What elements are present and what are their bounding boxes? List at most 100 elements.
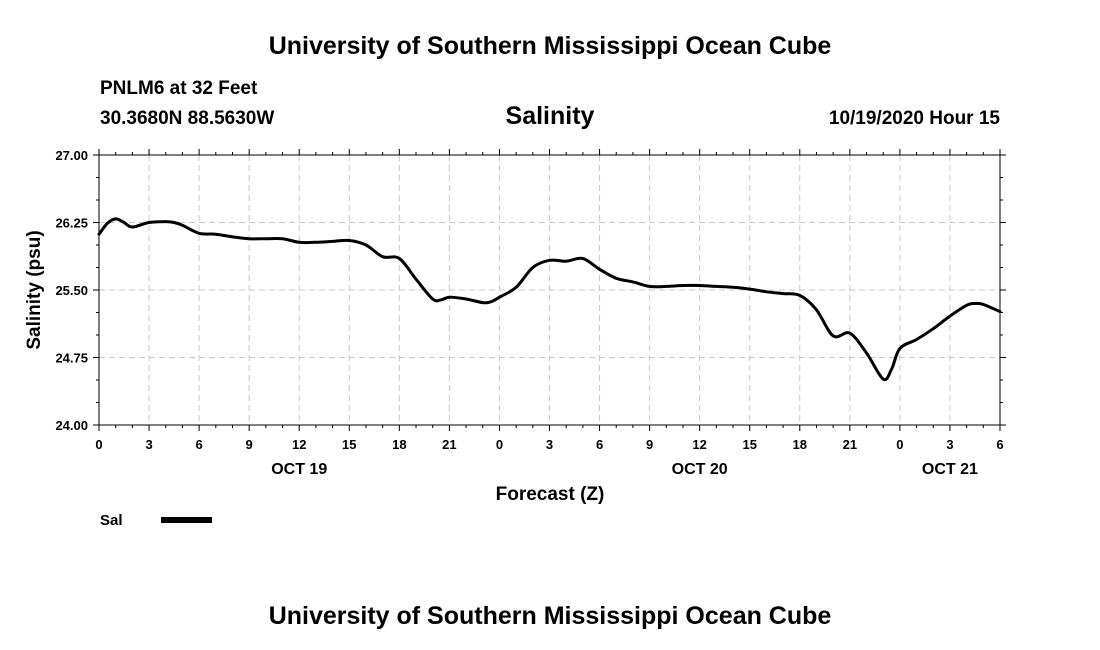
data-point: [281, 237, 284, 240]
x-tick-label: 15: [342, 437, 356, 452]
data-point: [247, 237, 251, 240]
data-point: [548, 259, 551, 262]
data-point: [314, 241, 318, 244]
data-point: [398, 257, 401, 260]
y-tick-label: 24.75: [55, 351, 88, 366]
data-point: [932, 327, 935, 330]
data-point: [665, 285, 668, 288]
x-axis-label: Forecast (Z): [496, 484, 605, 505]
y-axis-label: Salinity (psu): [24, 230, 45, 349]
data-point: [348, 239, 351, 242]
data-point: [439, 298, 443, 302]
data-point: [998, 310, 1002, 313]
coordinates-label: 30.3680N 88.5630W: [100, 108, 274, 129]
data-point: [414, 278, 418, 281]
data-point: [531, 266, 535, 269]
data-point: [865, 351, 868, 355]
date-label: OCT 20: [672, 461, 728, 478]
data-point: [815, 308, 818, 311]
x-tick-label: 3: [946, 437, 953, 452]
x-tick-label: 0: [896, 437, 903, 452]
x-tick-label: 21: [442, 437, 456, 452]
y-tick-label: 25.50: [55, 283, 88, 298]
data-point: [898, 347, 902, 350]
x-tick-label: 12: [692, 437, 706, 452]
x-tick-label: 15: [742, 437, 756, 452]
data-point: [231, 235, 234, 239]
minor-ticks: [93, 149, 1006, 431]
x-tick-label: 3: [546, 437, 553, 452]
data-point: [514, 286, 518, 289]
data-point: [798, 294, 801, 297]
x-tick-label: 6: [596, 437, 603, 452]
x-tick-label: 0: [496, 437, 503, 452]
data-point: [448, 296, 451, 299]
data-point: [364, 243, 368, 247]
data-point: [331, 240, 334, 243]
top-title: University of Southern Mississippi Ocean…: [269, 32, 832, 60]
data-point: [481, 301, 484, 304]
x-tick-label: 18: [392, 437, 406, 452]
data-point: [781, 292, 785, 295]
data-point: [181, 224, 184, 227]
x-tick-label: 3: [145, 437, 152, 452]
data-point: [381, 255, 384, 258]
x-tick-labels: 0 3 6 9 12 15 18 21 0 3 6 9 12 15 18 21 0 3 6: [95, 437, 1003, 452]
data-point: [631, 280, 635, 284]
data-point: [948, 314, 952, 318]
data-point: [890, 368, 893, 371]
data-point: [172, 221, 176, 224]
data-point: [197, 232, 201, 235]
data-point: [264, 237, 268, 240]
data-point: [489, 300, 493, 303]
data-point: [831, 334, 835, 338]
data-point: [298, 241, 301, 244]
data-point: [97, 233, 101, 236]
data-point: [982, 303, 985, 306]
y-tick-labels: 24.00 24.75 25.50 26.25 27.00: [55, 148, 88, 433]
station-label: PNLM6 at 32 Feet: [100, 78, 258, 99]
data-point: [581, 257, 585, 260]
data-point: [715, 285, 718, 288]
x-tick-label: 6: [996, 437, 1003, 452]
data-point: [214, 233, 217, 236]
legend-label-sal: Sal: [100, 512, 123, 529]
date-labels: OCT 19 OCT 20 OCT 21: [271, 461, 978, 478]
date-label: OCT 19: [271, 461, 327, 478]
data-point: [648, 285, 651, 288]
bottom-title: University of Southern Mississippi Ocean…: [269, 602, 832, 630]
data-point: [882, 377, 885, 381]
data-point: [973, 302, 977, 305]
data-point: [464, 297, 468, 301]
data-point: [147, 221, 151, 224]
forecast-datetime: 10/19/2020 Hour 15: [829, 108, 1001, 129]
x-tick-label: 9: [246, 437, 253, 452]
data-point: [564, 260, 568, 263]
x-tick-label: 0: [95, 437, 102, 452]
x-tick-label: 18: [793, 437, 807, 452]
data-point: [131, 225, 134, 229]
data-point: [598, 268, 601, 271]
data-point: [848, 332, 852, 335]
series-line-sal: [97, 217, 1002, 382]
y-tick-label: 26.25: [55, 216, 88, 231]
chart-title: Salinity: [506, 102, 595, 130]
data-point: [431, 297, 434, 301]
data-point: [748, 287, 751, 291]
x-tick-label: 12: [292, 437, 306, 452]
data-point: [965, 304, 968, 307]
x-tick-label: 21: [843, 437, 857, 452]
data-point: [114, 217, 117, 221]
data-point: [698, 284, 701, 287]
data-point: [164, 220, 167, 223]
data-point: [498, 296, 501, 299]
data-point: [765, 290, 768, 293]
data-point: [122, 221, 126, 224]
y-tick-label: 24.00: [55, 418, 88, 433]
data-point: [681, 284, 685, 287]
x-tick-label: 9: [646, 437, 653, 452]
data-point: [915, 338, 918, 341]
series-group: [97, 217, 1002, 382]
y-tick-label: 27.00: [55, 148, 88, 163]
